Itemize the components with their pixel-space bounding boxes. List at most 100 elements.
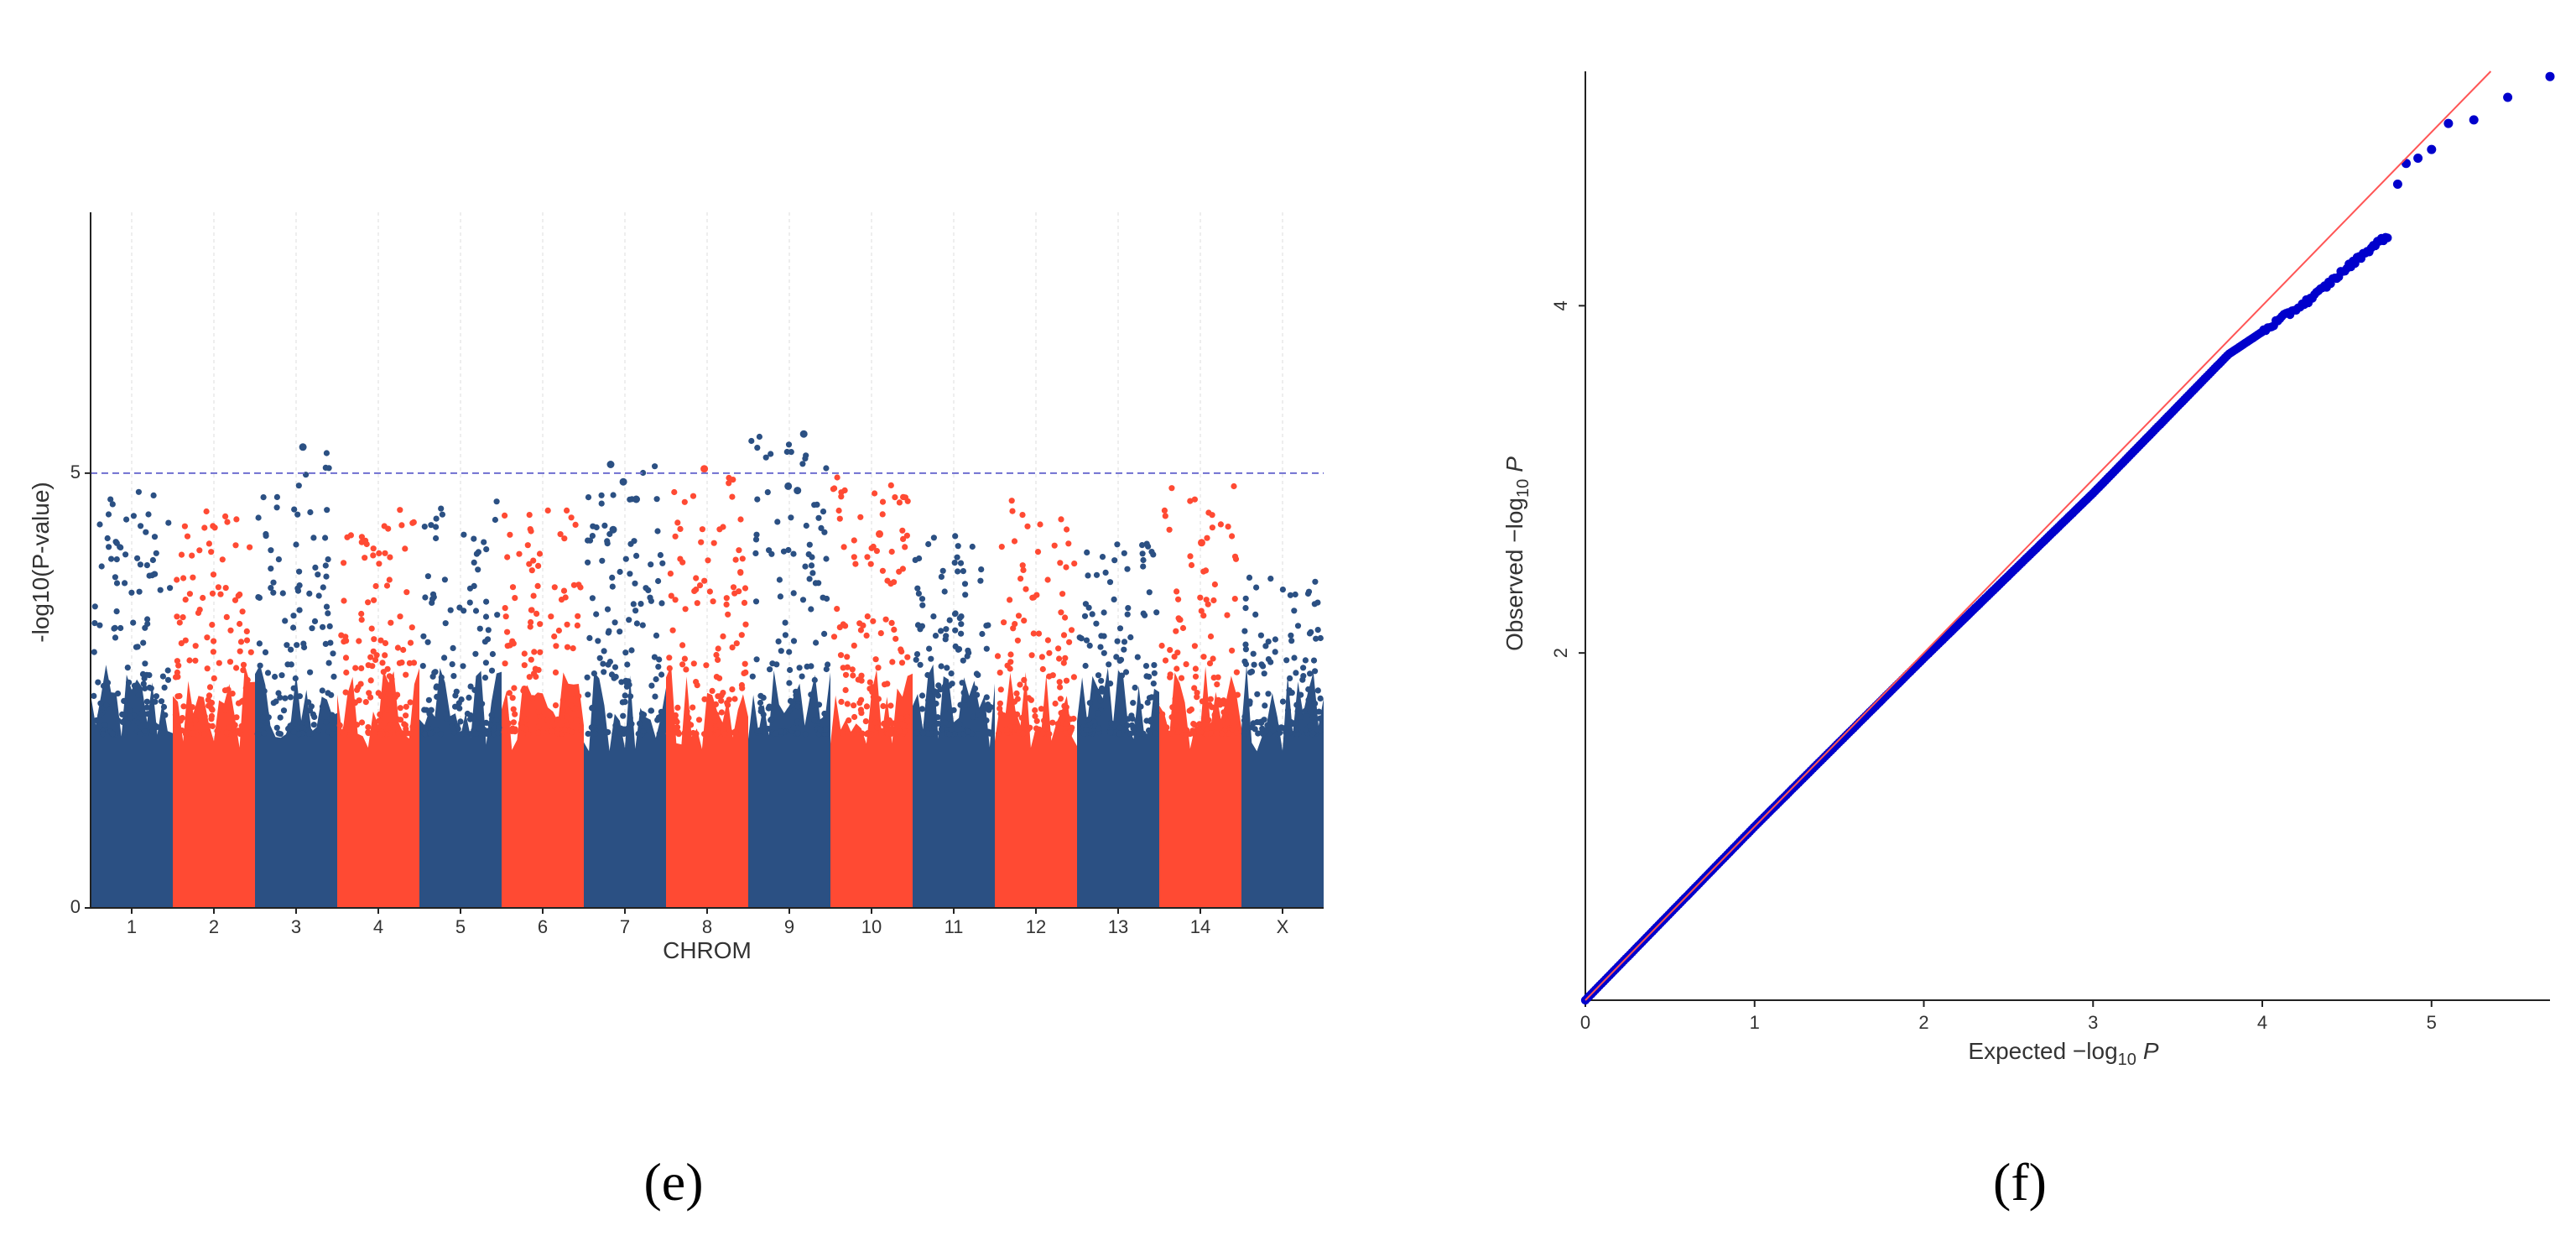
snp-point — [866, 679, 873, 686]
snp-point — [222, 513, 229, 520]
snp-point — [891, 626, 898, 634]
snp-point — [223, 613, 230, 621]
snp-point — [200, 594, 206, 602]
snp-point — [1173, 628, 1179, 634]
snp-point — [190, 730, 196, 737]
snp-point — [703, 662, 710, 669]
snp-point — [409, 624, 415, 631]
snp-point — [741, 670, 747, 677]
snp-point — [729, 644, 736, 651]
snp-point — [1113, 654, 1120, 660]
snp-point — [1063, 720, 1069, 727]
snp-point — [324, 507, 330, 514]
snp-point — [884, 681, 891, 687]
snp-point — [974, 691, 981, 698]
snp-point — [403, 726, 409, 733]
snp-point — [434, 693, 440, 701]
x-tick-chrom-8: 8 — [702, 916, 712, 937]
snp-point — [926, 707, 934, 715]
snp-point — [104, 535, 111, 542]
snp-point — [322, 464, 329, 472]
snp-point — [1215, 696, 1222, 703]
snp-point — [153, 693, 159, 700]
snp-point — [1148, 549, 1155, 555]
snp-point — [715, 645, 721, 652]
snp-point — [438, 674, 445, 681]
snp-point — [479, 701, 486, 707]
snp-point — [811, 676, 818, 684]
snp-point — [130, 619, 137, 626]
qq-y-tick-4: 4 — [1550, 300, 1571, 310]
snp-point — [568, 702, 575, 709]
snp-point — [1114, 638, 1121, 644]
snp-point — [1210, 597, 1217, 604]
snp-point — [1039, 730, 1046, 737]
snp-point — [284, 661, 291, 668]
snp-point — [176, 619, 183, 626]
snp-point — [830, 634, 838, 640]
snp-point — [599, 717, 606, 723]
snp-point — [401, 721, 408, 728]
snp-point — [154, 723, 160, 731]
snp-point — [530, 592, 537, 599]
snp-point — [1125, 716, 1132, 722]
snp-point — [866, 686, 873, 692]
snp-point — [960, 657, 966, 664]
snp-point — [552, 702, 559, 709]
snp-point — [1140, 556, 1147, 564]
snp-point — [931, 723, 938, 730]
snp-point — [370, 552, 377, 559]
snp-point — [98, 563, 105, 570]
snp-point — [1279, 698, 1287, 705]
snp-point — [509, 638, 516, 644]
snp-point — [151, 534, 159, 540]
snp-point — [808, 663, 814, 670]
snp-point — [896, 568, 903, 575]
snp-point — [330, 673, 337, 681]
snp-point — [548, 613, 554, 620]
snp-point — [136, 588, 143, 595]
snp-point — [1085, 717, 1092, 723]
snp-point — [881, 720, 887, 728]
snp-point — [1058, 516, 1064, 523]
snp-point — [501, 729, 507, 736]
snp-point — [1032, 712, 1038, 720]
snp-point — [1166, 526, 1173, 533]
snp-point — [919, 596, 926, 602]
snp-point — [554, 726, 561, 733]
snp-point — [1055, 645, 1062, 652]
snp-point — [429, 596, 436, 602]
snp-point — [598, 500, 605, 507]
snp-point — [433, 727, 440, 733]
snp-point — [961, 690, 968, 696]
snp-point — [107, 496, 114, 503]
snp-point — [397, 705, 403, 712]
snp-point — [1277, 729, 1283, 737]
snp-point — [1314, 726, 1320, 733]
snp-point — [1014, 696, 1021, 702]
y-tick-5: 5 — [70, 462, 81, 482]
snp-point — [222, 707, 229, 714]
snp-point — [402, 731, 409, 738]
snp-point — [831, 485, 838, 492]
snp-point — [983, 623, 990, 629]
snp-point — [341, 597, 347, 604]
snp-point — [438, 505, 445, 512]
snp-point — [1085, 572, 1091, 579]
snp-point — [210, 649, 216, 655]
x-tick-chrom-11: 11 — [945, 916, 964, 937]
snp-point — [488, 667, 496, 674]
snp-point — [1084, 549, 1090, 556]
snp-point — [1209, 524, 1215, 531]
snp-point — [310, 535, 317, 541]
snp-point — [325, 660, 332, 666]
snp-point — [928, 655, 934, 662]
snp-point — [237, 639, 245, 645]
snp-point — [786, 680, 793, 686]
snp-point — [1147, 731, 1153, 738]
snp-point — [376, 717, 382, 724]
snp-point — [1242, 605, 1249, 612]
snp-point — [377, 693, 385, 700]
snp-point — [403, 703, 409, 710]
snp-point — [1065, 540, 1072, 547]
